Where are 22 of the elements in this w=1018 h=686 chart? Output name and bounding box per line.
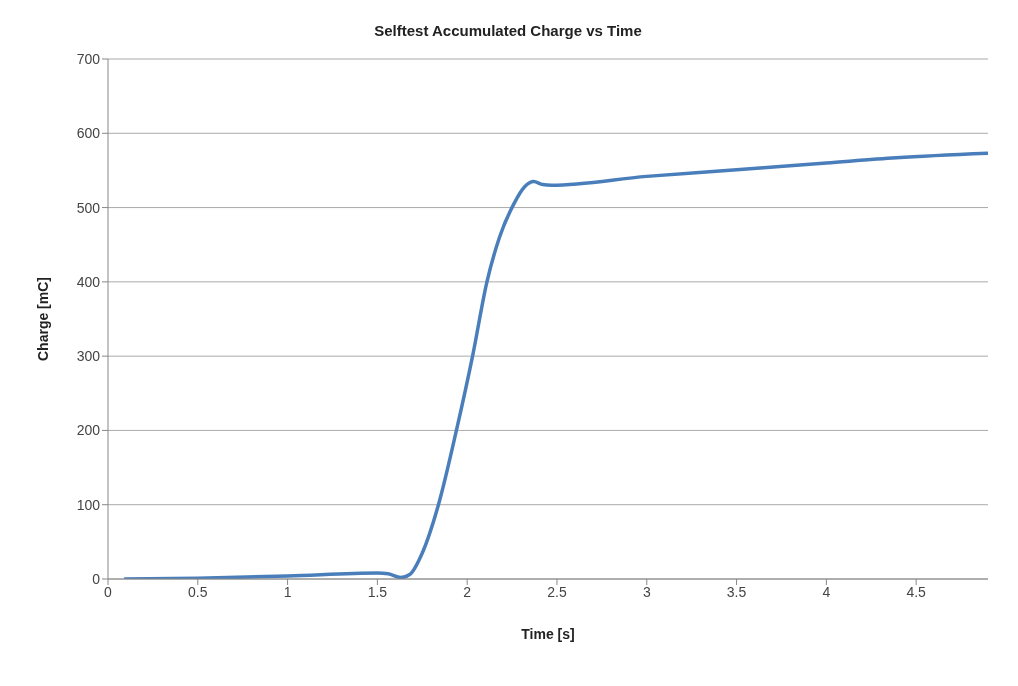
chart-title: Selftest Accumulated Charge vs Time <box>373 21 643 39</box>
x-tick-label: 1.5 <box>367 583 388 600</box>
y-tick-label: 0 <box>92 570 101 587</box>
x-tick-label: 0.5 <box>188 583 208 600</box>
line-series <box>122 151 988 579</box>
x-tick-label: 1 <box>283 583 292 600</box>
x-tick-label: 2.5 <box>547 583 567 600</box>
y-tick-label: 400 <box>76 273 101 290</box>
y-tick-label: 100 <box>76 496 101 513</box>
y-tick-label: 200 <box>76 422 101 439</box>
y-axis-title: Charge [mC] <box>34 276 51 362</box>
x-tick-label: 0 <box>104 583 113 600</box>
x-tick-label: 3.5 <box>726 583 747 600</box>
y-tick-label: 700 <box>76 50 101 67</box>
y-tick-label: 600 <box>76 125 101 142</box>
x-tick-label: 4.5 <box>906 583 927 600</box>
y-tick-label: 300 <box>76 348 101 365</box>
y-tick-label: 500 <box>76 199 101 216</box>
x-tick-label: 2 <box>463 583 472 600</box>
x-tick-label: 3 <box>642 583 651 600</box>
x-axis-title: Time [s] <box>521 626 575 642</box>
x-tick-label: 4 <box>822 583 831 600</box>
